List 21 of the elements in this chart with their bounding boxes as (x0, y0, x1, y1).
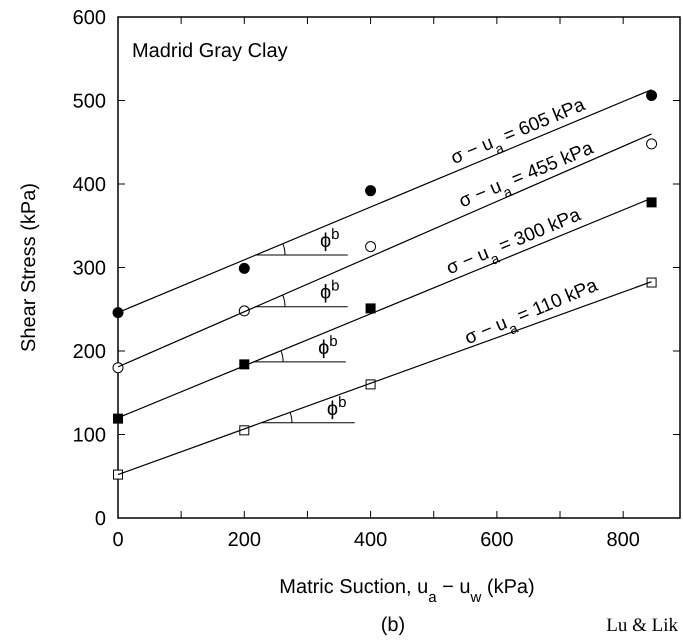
text: Madrid Gray Clay (132, 40, 288, 62)
x-tick-label: 200 (228, 529, 261, 551)
x-tick-label: 800 (606, 529, 640, 551)
text: (b) (380, 614, 406, 636)
annotation: ϕ$^{b}$ (326, 393, 346, 420)
y-tick-label: 300 (72, 258, 106, 280)
annotation: ϕ$^{b}$ (320, 277, 340, 304)
x-tick-label: 400 (354, 529, 388, 551)
x-tick-label: 600 (480, 529, 514, 551)
y-tick-label: 500 (72, 90, 106, 112)
x-tick-label: 0 (112, 529, 124, 551)
annotation: ϕ$^{b}$ (318, 332, 338, 359)
y-tick-label: 600 (72, 7, 106, 29)
y-tick-label: 100 (72, 424, 106, 446)
y-tick-label: 200 (72, 341, 106, 363)
annotation: ϕ$^{b}$ (320, 225, 340, 252)
x-axis-title: Matric Suction, u$_{a}$ − u$_{w}$ (kPa) (279, 576, 535, 606)
y-tick-label: 0 (94, 508, 106, 530)
text: Lu & Lik (606, 615, 678, 636)
y-axis-title: Shear Stress (kPa) (18, 183, 40, 352)
y-tick-label: 400 (72, 174, 106, 196)
